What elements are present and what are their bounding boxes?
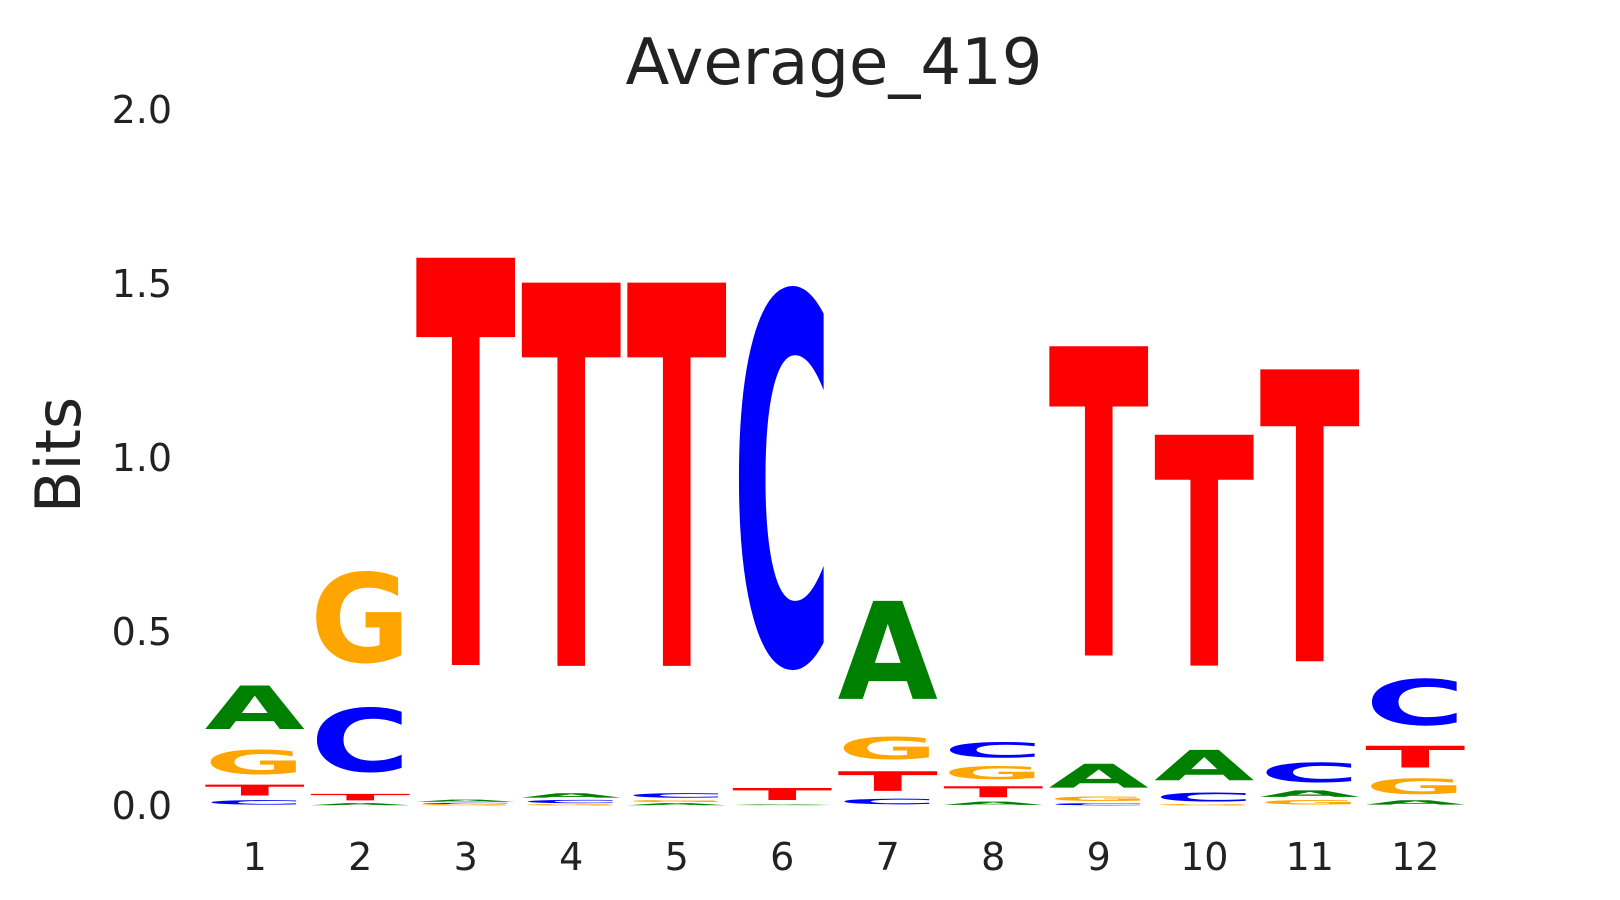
logo-letter-A: A [943, 801, 1043, 806]
logo-letter-T: T [732, 785, 832, 804]
x-tick-label: 9 [1087, 835, 1111, 879]
logo-letter-T: T [838, 766, 938, 797]
y-tick-label: 0.5 [112, 610, 172, 654]
logo-letter-C: C [310, 691, 410, 792]
logo-letter-T: T [1154, 373, 1254, 741]
y-axis-ticks: 0.0 0.5 1.0 1.5 2.0 [112, 88, 172, 828]
logo-letter-A: A [838, 576, 938, 732]
logo-letter-C: C [627, 792, 727, 799]
logo-letter-G: G [943, 762, 1043, 783]
logo-letter-C: C [943, 738, 1043, 762]
logo-letter-C: C [1154, 790, 1254, 804]
logo-letter-T: T [1365, 740, 1465, 775]
logo-letter-T: T [310, 792, 410, 803]
logo-letter-C: C [416, 803, 516, 805]
y-axis-label: Bits [22, 397, 95, 513]
x-tick-label: 11 [1286, 835, 1334, 879]
x-tick-label: 8 [981, 835, 1005, 879]
logo-letter-G: G [838, 731, 938, 766]
logo-letter-A: A [1049, 757, 1149, 795]
logo-letter-G: G [1365, 775, 1465, 799]
logo-letter-G: G [1260, 799, 1360, 806]
y-tick-label: 1.5 [112, 262, 172, 306]
logo-letter-C: C [1260, 758, 1360, 789]
logo-letter-T: T [521, 180, 622, 792]
logo-letter-C: C [521, 799, 621, 804]
logo-letter-C: C [732, 192, 832, 783]
x-tick-label: 12 [1391, 835, 1439, 879]
logo-letter-T: T [943, 783, 1043, 800]
x-tick-label: 2 [348, 835, 372, 879]
logo-letter-A: A [521, 792, 621, 799]
x-tick-label: 6 [770, 835, 794, 879]
y-tick-label: 2.0 [112, 88, 172, 132]
logo-letter-T: T [627, 180, 728, 792]
y-tick-label: 0.0 [112, 784, 172, 828]
logo-letter-A: A [627, 803, 727, 806]
logo-letter-T: T [1049, 261, 1150, 755]
logo-letter-G: G [205, 744, 305, 782]
logo-letter-A: A [205, 673, 305, 743]
x-tick-label: 7 [876, 835, 900, 879]
x-tick-label: 10 [1180, 835, 1228, 879]
y-tick-label: 1.0 [112, 436, 172, 480]
x-tick-label: 5 [665, 835, 689, 879]
logo-letter-T: T [1260, 291, 1361, 757]
x-tick-label: 4 [559, 835, 583, 879]
logo-letter-G: G [1049, 796, 1149, 803]
x-tick-label: 1 [243, 835, 267, 879]
logo-letter-A: A [732, 804, 832, 805]
logo-letter-T: T [205, 782, 305, 799]
chart-title: Average_419 [626, 26, 1043, 100]
logo-letter-A: A [1365, 799, 1465, 806]
letter-stacks: CTGAATCGGCATGCATAGCTGATCCTGAATGCCGATGCAT… [205, 148, 1466, 806]
logo-letter-G: G [1154, 804, 1254, 806]
logo-letter-G: G [310, 548, 410, 691]
logo-letter-A: A [310, 803, 410, 806]
x-tick-label: 3 [454, 835, 478, 879]
logo-letter-G: G [521, 804, 621, 806]
logo-letter-A: A [416, 799, 516, 802]
logo-letter-A: A [1154, 742, 1254, 791]
logo-letter-A: A [1260, 789, 1360, 799]
logo-letter-G: G [732, 805, 832, 806]
logo-letter-C: C [838, 797, 938, 806]
logo-letter-C: C [1049, 802, 1149, 805]
logo-letter-G: G [627, 799, 727, 802]
logo-letter-C: C [1365, 667, 1465, 740]
logo-letter-C: C [205, 799, 305, 806]
x-axis-ticks: 1 2 3 4 5 6 7 8 9 10 11 12 [243, 835, 1440, 879]
logo-letter-T: T [416, 148, 517, 798]
logo-letter-G: G [416, 804, 516, 806]
